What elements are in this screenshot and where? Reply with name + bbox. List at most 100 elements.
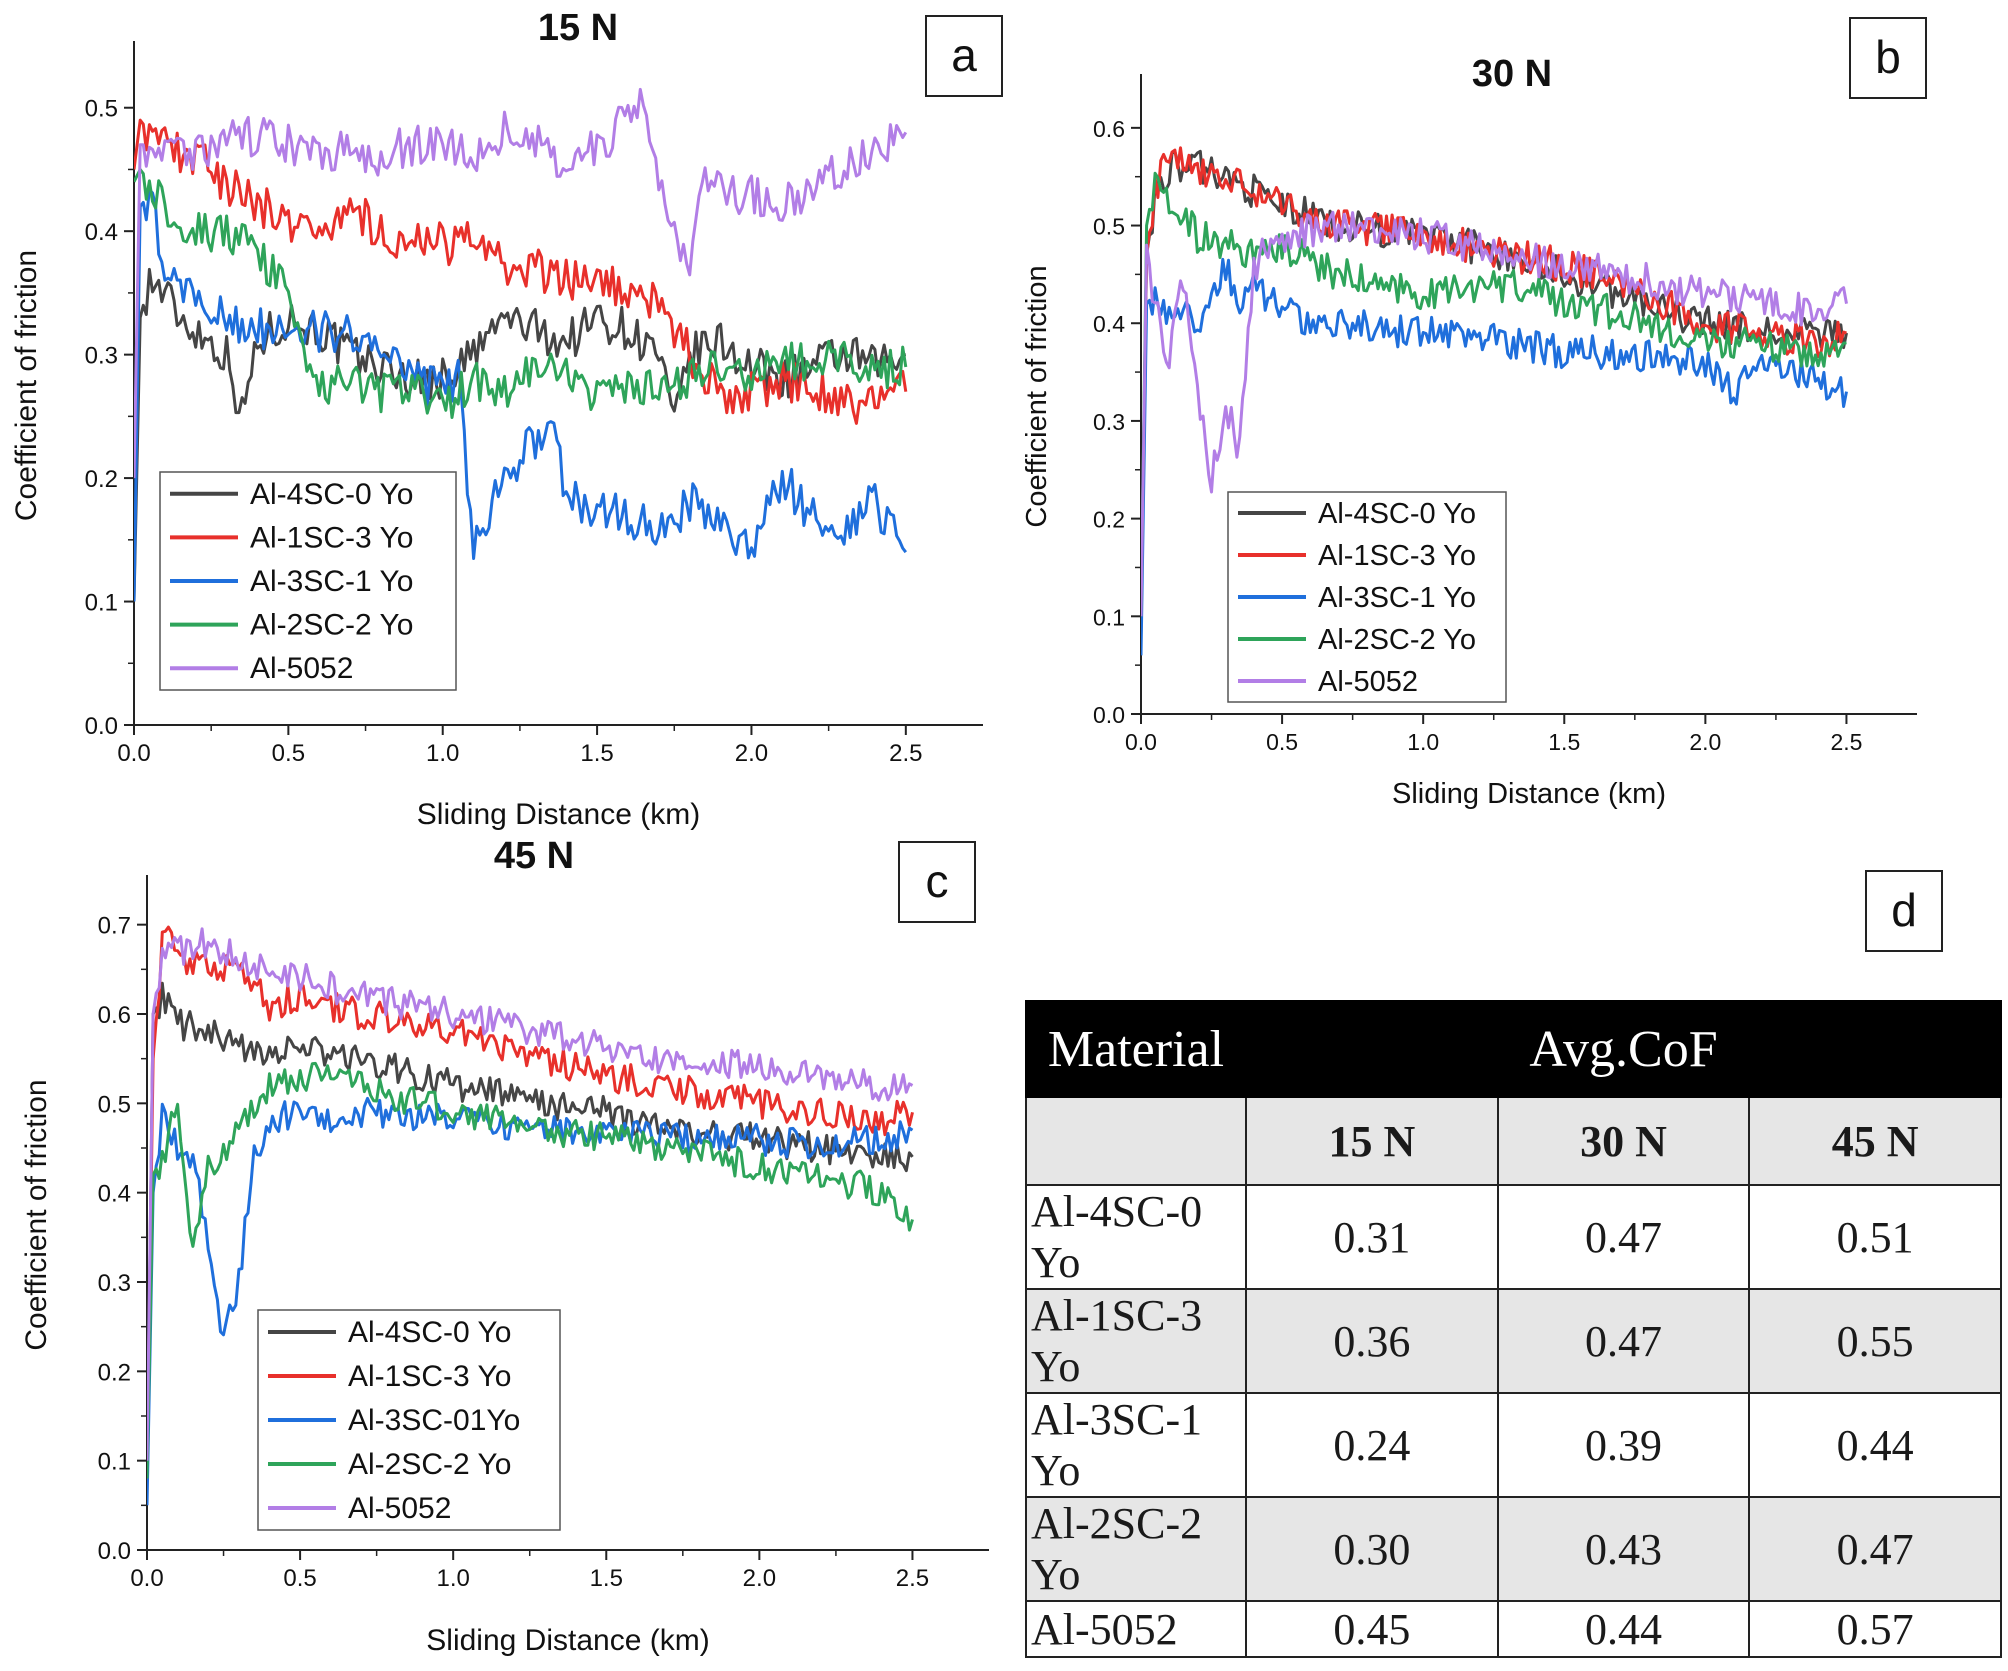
legend-label: Al-1SC-3 Yo [1318, 540, 1476, 572]
x-tick-label: 2.5 [1830, 729, 1862, 755]
series-line-al-1sc-3-yo [134, 118, 908, 425]
y-tick-label: 0.1 [1093, 604, 1125, 630]
subheader-45n: 45 N [1748, 1096, 2002, 1186]
series-line-al-1sc-3-yo [147, 925, 914, 1461]
y-tick-label: 0.6 [1093, 116, 1125, 142]
y-tick-label: 0.0 [1093, 702, 1125, 728]
x-tick-label: 1.5 [590, 1565, 623, 1592]
series-line-al-3sc-1-yo [1141, 257, 1848, 656]
avg-cof-table: Material Avg.CoF 15 N 30 N 45 N Al-4SC-0… [1025, 1000, 2002, 1658]
y-tick-label: 0.0 [98, 1538, 131, 1565]
y-tick-label: 0.2 [1093, 507, 1125, 533]
panel-label-d: d [1865, 870, 1943, 952]
x-tick-label: 0.5 [272, 740, 305, 767]
x-tick-label: 0.5 [283, 1565, 316, 1592]
y-tick-label: 0.2 [85, 466, 118, 493]
x-axis-label: Sliding Distance (km) [1392, 778, 1666, 810]
cof-45n-cell: 0.55 [1748, 1288, 2002, 1394]
x-tick-label: 1.5 [580, 740, 613, 767]
table-subheader-row: 15 N 30 N 45 N [1025, 1096, 2002, 1186]
subheader-empty [1025, 1096, 1247, 1186]
y-tick-label: 0.4 [85, 219, 118, 246]
cof-30n-cell: 0.39 [1496, 1392, 1751, 1498]
material-cell: Al-5052 [1025, 1600, 1247, 1658]
panel-label-b: b [1849, 17, 1927, 99]
material-cell: Al-2SC-2 Yo [1025, 1496, 1247, 1602]
cof-15n-cell: 0.24 [1245, 1392, 1499, 1498]
legend-label: Al-3SC-01Yo [348, 1404, 520, 1437]
y-tick-label: 0.1 [85, 590, 118, 617]
header-material: Material [1025, 1000, 1247, 1098]
x-tick-label: 2.0 [743, 1565, 776, 1592]
panel-label-c: c [898, 841, 976, 923]
x-tick-label: 2.0 [1689, 729, 1721, 755]
series-line-al-1sc-3-yo [1141, 146, 1847, 617]
cof-15n-cell: 0.31 [1245, 1184, 1499, 1290]
y-tick-label: 0.0 [85, 713, 118, 740]
legend-label: Al-1SC-3 Yo [348, 1360, 511, 1393]
legend-label: Al-4SC-0 Yo [348, 1316, 511, 1349]
cof-30n-cell: 0.44 [1496, 1600, 1751, 1658]
table-row: Al-1SC-3 Yo 0.36 0.47 0.55 [1025, 1288, 2002, 1394]
material-cell: Al-1SC-3 Yo [1025, 1288, 1247, 1394]
cof-45n-cell: 0.47 [1748, 1496, 2002, 1602]
panel-label-a: a [925, 15, 1003, 97]
table-row: Al-3SC-1 Yo 0.24 0.39 0.44 [1025, 1392, 2002, 1498]
y-tick-label: 0.5 [98, 1091, 131, 1118]
y-tick-label: 0.7 [98, 913, 131, 940]
x-tick-label: 0.5 [1266, 729, 1298, 755]
y-tick-label: 0.3 [98, 1270, 131, 1297]
y-tick-label: 0.3 [85, 343, 118, 370]
x-tick-label: 2.5 [889, 740, 922, 767]
x-axis-label: Sliding Distance (km) [417, 798, 700, 831]
cof-15n-cell: 0.45 [1245, 1600, 1499, 1658]
series-line-al-5052 [134, 87, 908, 479]
series-line-al-3sc-1-yo [134, 188, 907, 602]
legend-label: Al-3SC-1 Yo [250, 565, 413, 598]
cof-30n-cell: 0.47 [1496, 1288, 1751, 1394]
y-axis-label: Coefficient of friction [10, 250, 43, 521]
y-tick-label: 0.5 [85, 96, 118, 123]
legend-label: Al-5052 [1318, 666, 1418, 698]
x-tick-label: 2.5 [896, 1565, 929, 1592]
y-axis-label: Coefficient of friction [1021, 265, 1053, 527]
series-line-al-5052 [1141, 210, 1848, 617]
table-row: Al-5052 0.45 0.44 0.57 [1025, 1600, 2002, 1658]
chart-title: 15 N [538, 7, 618, 49]
x-tick-label: 2.0 [735, 740, 768, 767]
series-line-al-2sc-2-yo [1141, 171, 1847, 617]
chart-panel-c: 0.0 0.5 1.0 1.5 2.0 2.5 0.0 0.1 0.2 0.3 0.4 0.5 0.6 0… [20, 835, 989, 1657]
subheader-15n: 15 N [1245, 1096, 1499, 1186]
material-cell: Al-3SC-1 Yo [1025, 1392, 1247, 1498]
chart-title: 30 N [1472, 53, 1552, 95]
y-tick-label: 0.5 [1093, 214, 1125, 240]
cof-30n-cell: 0.43 [1496, 1496, 1751, 1602]
cof-15n-cell: 0.36 [1245, 1288, 1499, 1394]
legend-label: Al-4SC-0 Yo [1318, 498, 1476, 530]
series-line-al-2sc-2-yo [147, 1061, 914, 1479]
y-tick-label: 0.4 [98, 1181, 131, 1208]
legend-label: Al-2SC-2 Yo [250, 609, 413, 642]
table-row: Al-4SC-0 Yo 0.31 0.47 0.51 [1025, 1184, 2002, 1290]
y-axis-label: Coefficient of friction [20, 1079, 53, 1350]
header-avg-cof: Avg.CoF [1245, 1000, 2002, 1098]
y-tick-label: 0.3 [1093, 409, 1125, 435]
table-header-row: Material Avg.CoF [1025, 1000, 2002, 1098]
table-row: Al-2SC-2 Yo 0.30 0.43 0.47 [1025, 1496, 2002, 1602]
x-tick-label: 1.0 [1407, 729, 1439, 755]
series-line-al-2sc-2-yo [134, 168, 908, 419]
legend-label: Al-4SC-0 Yo [250, 478, 413, 511]
x-tick-label: 0.0 [1125, 729, 1157, 755]
series-line-al-5052 [147, 927, 914, 1461]
cof-45n-cell: 0.57 [1748, 1600, 2002, 1658]
legend-label: Al-1SC-3 Yo [250, 521, 413, 554]
chart-title: 45 N [494, 835, 574, 877]
legend-label: Al-5052 [348, 1492, 451, 1525]
x-tick-label: 1.5 [1548, 729, 1580, 755]
y-tick-label: 0.2 [98, 1359, 131, 1386]
cof-45n-cell: 0.51 [1748, 1184, 2002, 1290]
legend-label: Al-2SC-2 Yo [348, 1448, 511, 1481]
legend-label: Al-5052 [250, 652, 353, 685]
x-tick-label: 0.0 [117, 740, 150, 767]
